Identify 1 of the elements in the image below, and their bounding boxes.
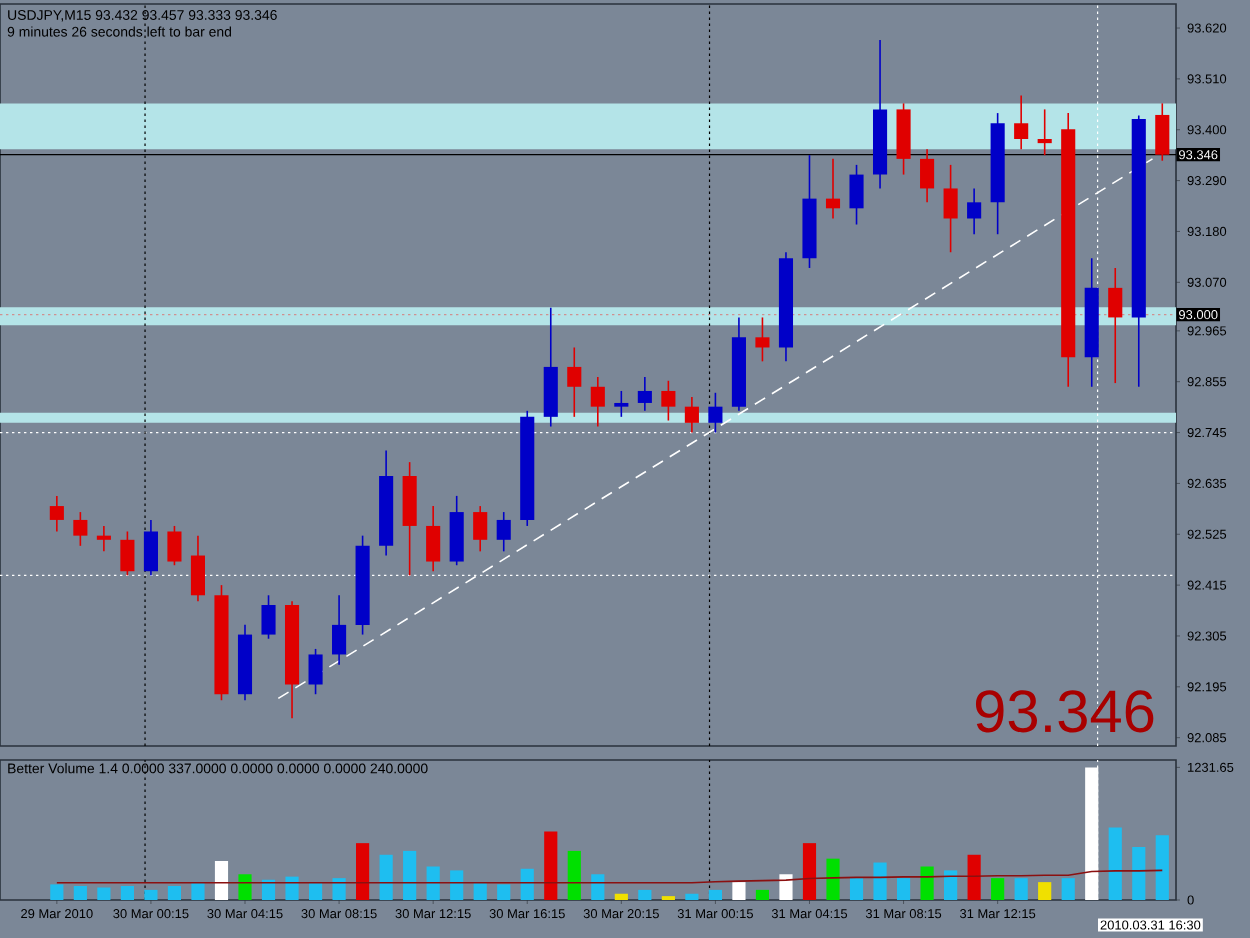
annotation: 93.346 xyxy=(975,690,1154,733)
